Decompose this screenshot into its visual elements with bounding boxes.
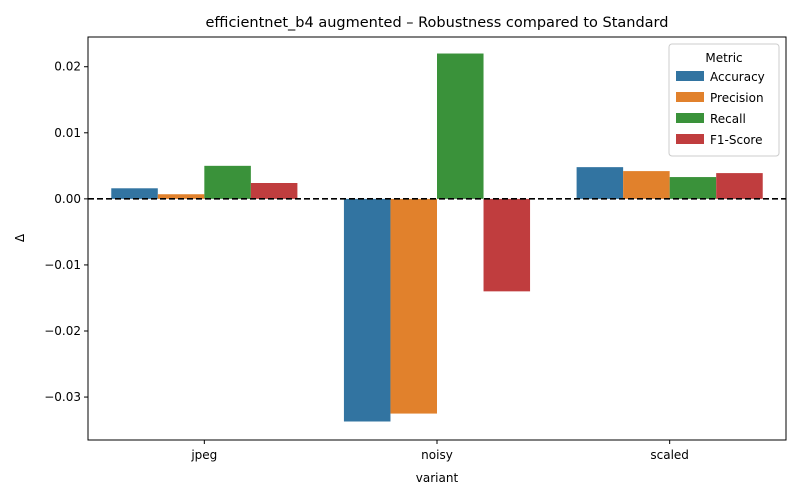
- bar-recall-jpeg: [204, 165, 251, 199]
- y-tick-label: −0.03: [44, 390, 81, 404]
- legend-swatch: [676, 71, 704, 81]
- bar-precision-scaled: [623, 171, 670, 199]
- y-axis-label: Δ: [13, 233, 27, 242]
- legend-items: Accuracy Precision Recall F1-Score: [676, 70, 765, 147]
- legend-label: Recall: [710, 112, 746, 126]
- legend-label: F1-Score: [710, 133, 762, 147]
- legend-label: Accuracy: [710, 70, 765, 84]
- bar-f1-score-jpeg: [250, 183, 298, 199]
- legend: Metric Accuracy Precision Recall F1-Score: [668, 43, 780, 157]
- y-axis: −0.03 −0.02 −0.01 0.00 0.01 0.02: [44, 60, 88, 404]
- y-tick-label: 0.00: [54, 192, 81, 206]
- chart-title: efficientnet_b4 augmented – Robustness c…: [206, 15, 669, 31]
- x-axis-label: variant: [416, 471, 459, 485]
- bar-recall-scaled: [669, 177, 717, 199]
- bar-f1-score-scaled: [716, 173, 763, 199]
- y-tick-label: 0.01: [54, 126, 81, 140]
- bar-recall-noisy: [437, 53, 484, 199]
- legend-swatch: [676, 92, 704, 102]
- x-tick-label: jpeg: [190, 448, 217, 462]
- plot-bars: [111, 53, 763, 422]
- x-axis: jpeg noisy scaled: [190, 440, 689, 462]
- bar-accuracy-scaled: [576, 167, 624, 199]
- bar-accuracy-jpeg: [111, 188, 158, 199]
- bar-precision-noisy: [390, 198, 437, 414]
- legend-swatch: [676, 113, 704, 123]
- x-tick-label: noisy: [421, 448, 453, 462]
- y-tick-label: 0.02: [54, 60, 81, 74]
- x-tick-label: scaled: [650, 448, 689, 462]
- y-tick-label: −0.02: [44, 324, 81, 338]
- legend-label: Precision: [710, 91, 764, 105]
- y-tick-label: −0.01: [44, 258, 81, 272]
- legend-swatch: [676, 134, 704, 144]
- legend-title: Metric: [705, 51, 742, 65]
- bar-f1-score-noisy: [483, 198, 531, 292]
- bar-accuracy-noisy: [343, 198, 391, 422]
- bar-precision-jpeg: [157, 194, 205, 199]
